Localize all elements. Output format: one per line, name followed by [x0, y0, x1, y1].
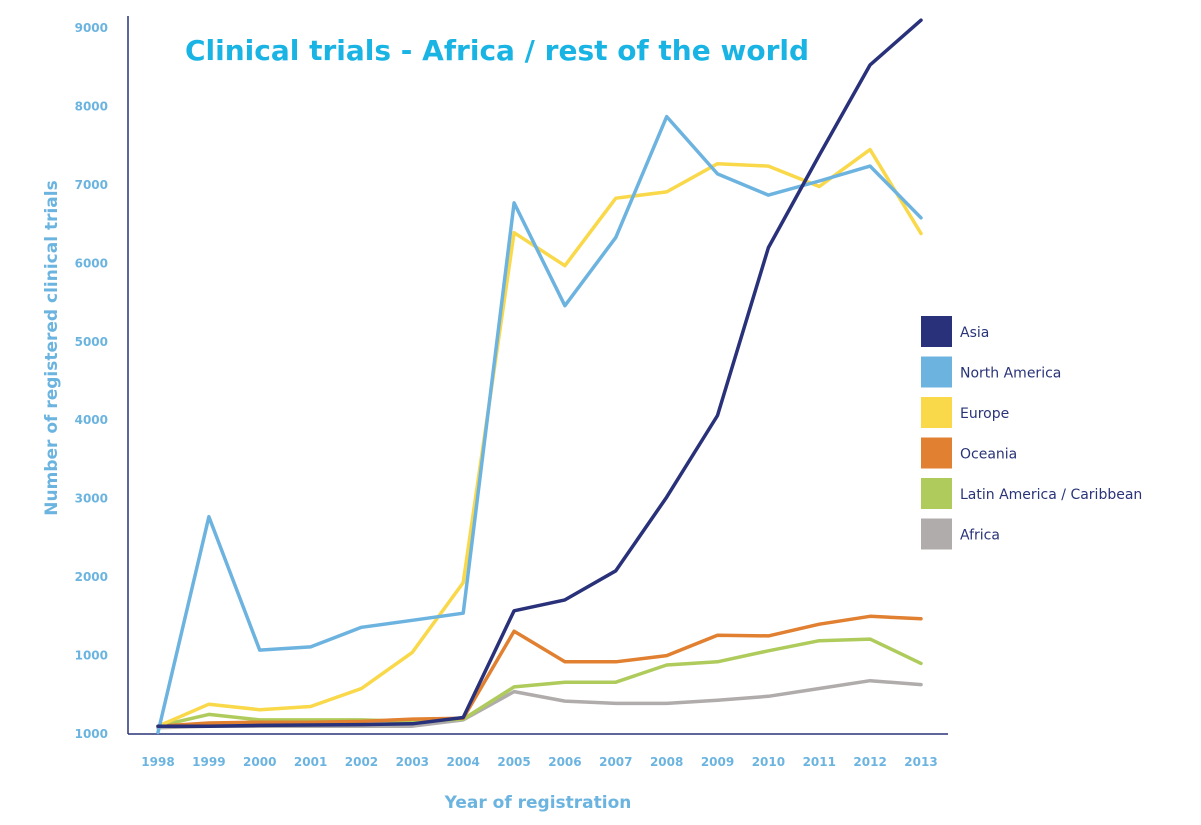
legend-swatch	[921, 397, 952, 428]
series-lines	[156, 18, 923, 735]
y-tick-label: 9000	[75, 21, 108, 35]
x-tick-label: 2012	[853, 755, 886, 769]
x-tick-label: 2009	[701, 755, 734, 769]
x-axis-ticks: 1998 1999 2000 2001 2002 2003 2004 2005 2006 2007…	[141, 755, 937, 769]
y-tick-label: 7000	[75, 178, 108, 192]
x-tick-label: 1998	[141, 755, 174, 769]
y-tick-label: 6000	[75, 256, 108, 270]
x-tick-label: 2010	[752, 755, 785, 769]
chart-title: Clinical trials - Africa / rest of the w…	[185, 34, 809, 67]
y-tick-label: 8000	[75, 99, 108, 113]
legend-swatch	[921, 316, 952, 347]
legend-swatch	[921, 437, 952, 469]
legend-label: Europe	[960, 406, 1009, 422]
y-tick-label: 5000	[75, 335, 108, 349]
series-line-latin-america-caribbean	[156, 637, 923, 728]
x-tick-label: 2005	[497, 755, 530, 769]
series-line-oceania	[156, 614, 923, 728]
x-axis-label: Year of registration	[444, 793, 632, 813]
y-axis-ticks: 1000 1000 2000 3000 4000 5000 6000 7000 8000 9000	[75, 21, 108, 741]
legend-swatch	[921, 478, 952, 509]
x-tick-label: 2013	[904, 755, 937, 769]
x-tick-label: 2004	[446, 755, 479, 769]
x-tick-label: 2000	[243, 755, 276, 769]
series-line-asia	[156, 18, 923, 728]
y-tick-label: 4000	[75, 413, 108, 427]
x-tick-label: 2007	[599, 755, 632, 769]
y-tick-label: 1000	[75, 649, 108, 663]
legend-label: Asia	[960, 325, 989, 341]
x-tick-label: 2008	[650, 755, 683, 769]
x-tick-label: 2011	[803, 755, 836, 769]
legend-label: Africa	[960, 528, 1000, 544]
x-tick-label: 2003	[396, 755, 429, 769]
series-line-europe	[156, 147, 923, 728]
series-line-north-america	[156, 114, 923, 735]
x-tick-label: 2001	[294, 755, 327, 769]
y-tick-label: 2000	[75, 570, 108, 584]
y-axis-label: Number of registered clinical trials	[42, 180, 62, 515]
legend-label: Latin America / Caribbean	[960, 487, 1142, 503]
y-tick-label: 1000	[75, 727, 108, 741]
x-tick-label: 1999	[192, 755, 225, 769]
x-tick-label: 2006	[548, 755, 581, 769]
legend-swatch	[921, 356, 952, 388]
y-tick-label: 3000	[75, 492, 108, 506]
x-tick-label: 2002	[345, 755, 378, 769]
legend-label: North America	[960, 366, 1061, 382]
legend-label: Oceania	[960, 447, 1017, 463]
legend: Asia North America Europe Oceania Latin Amer…	[921, 316, 1142, 550]
legend-swatch	[921, 518, 952, 550]
